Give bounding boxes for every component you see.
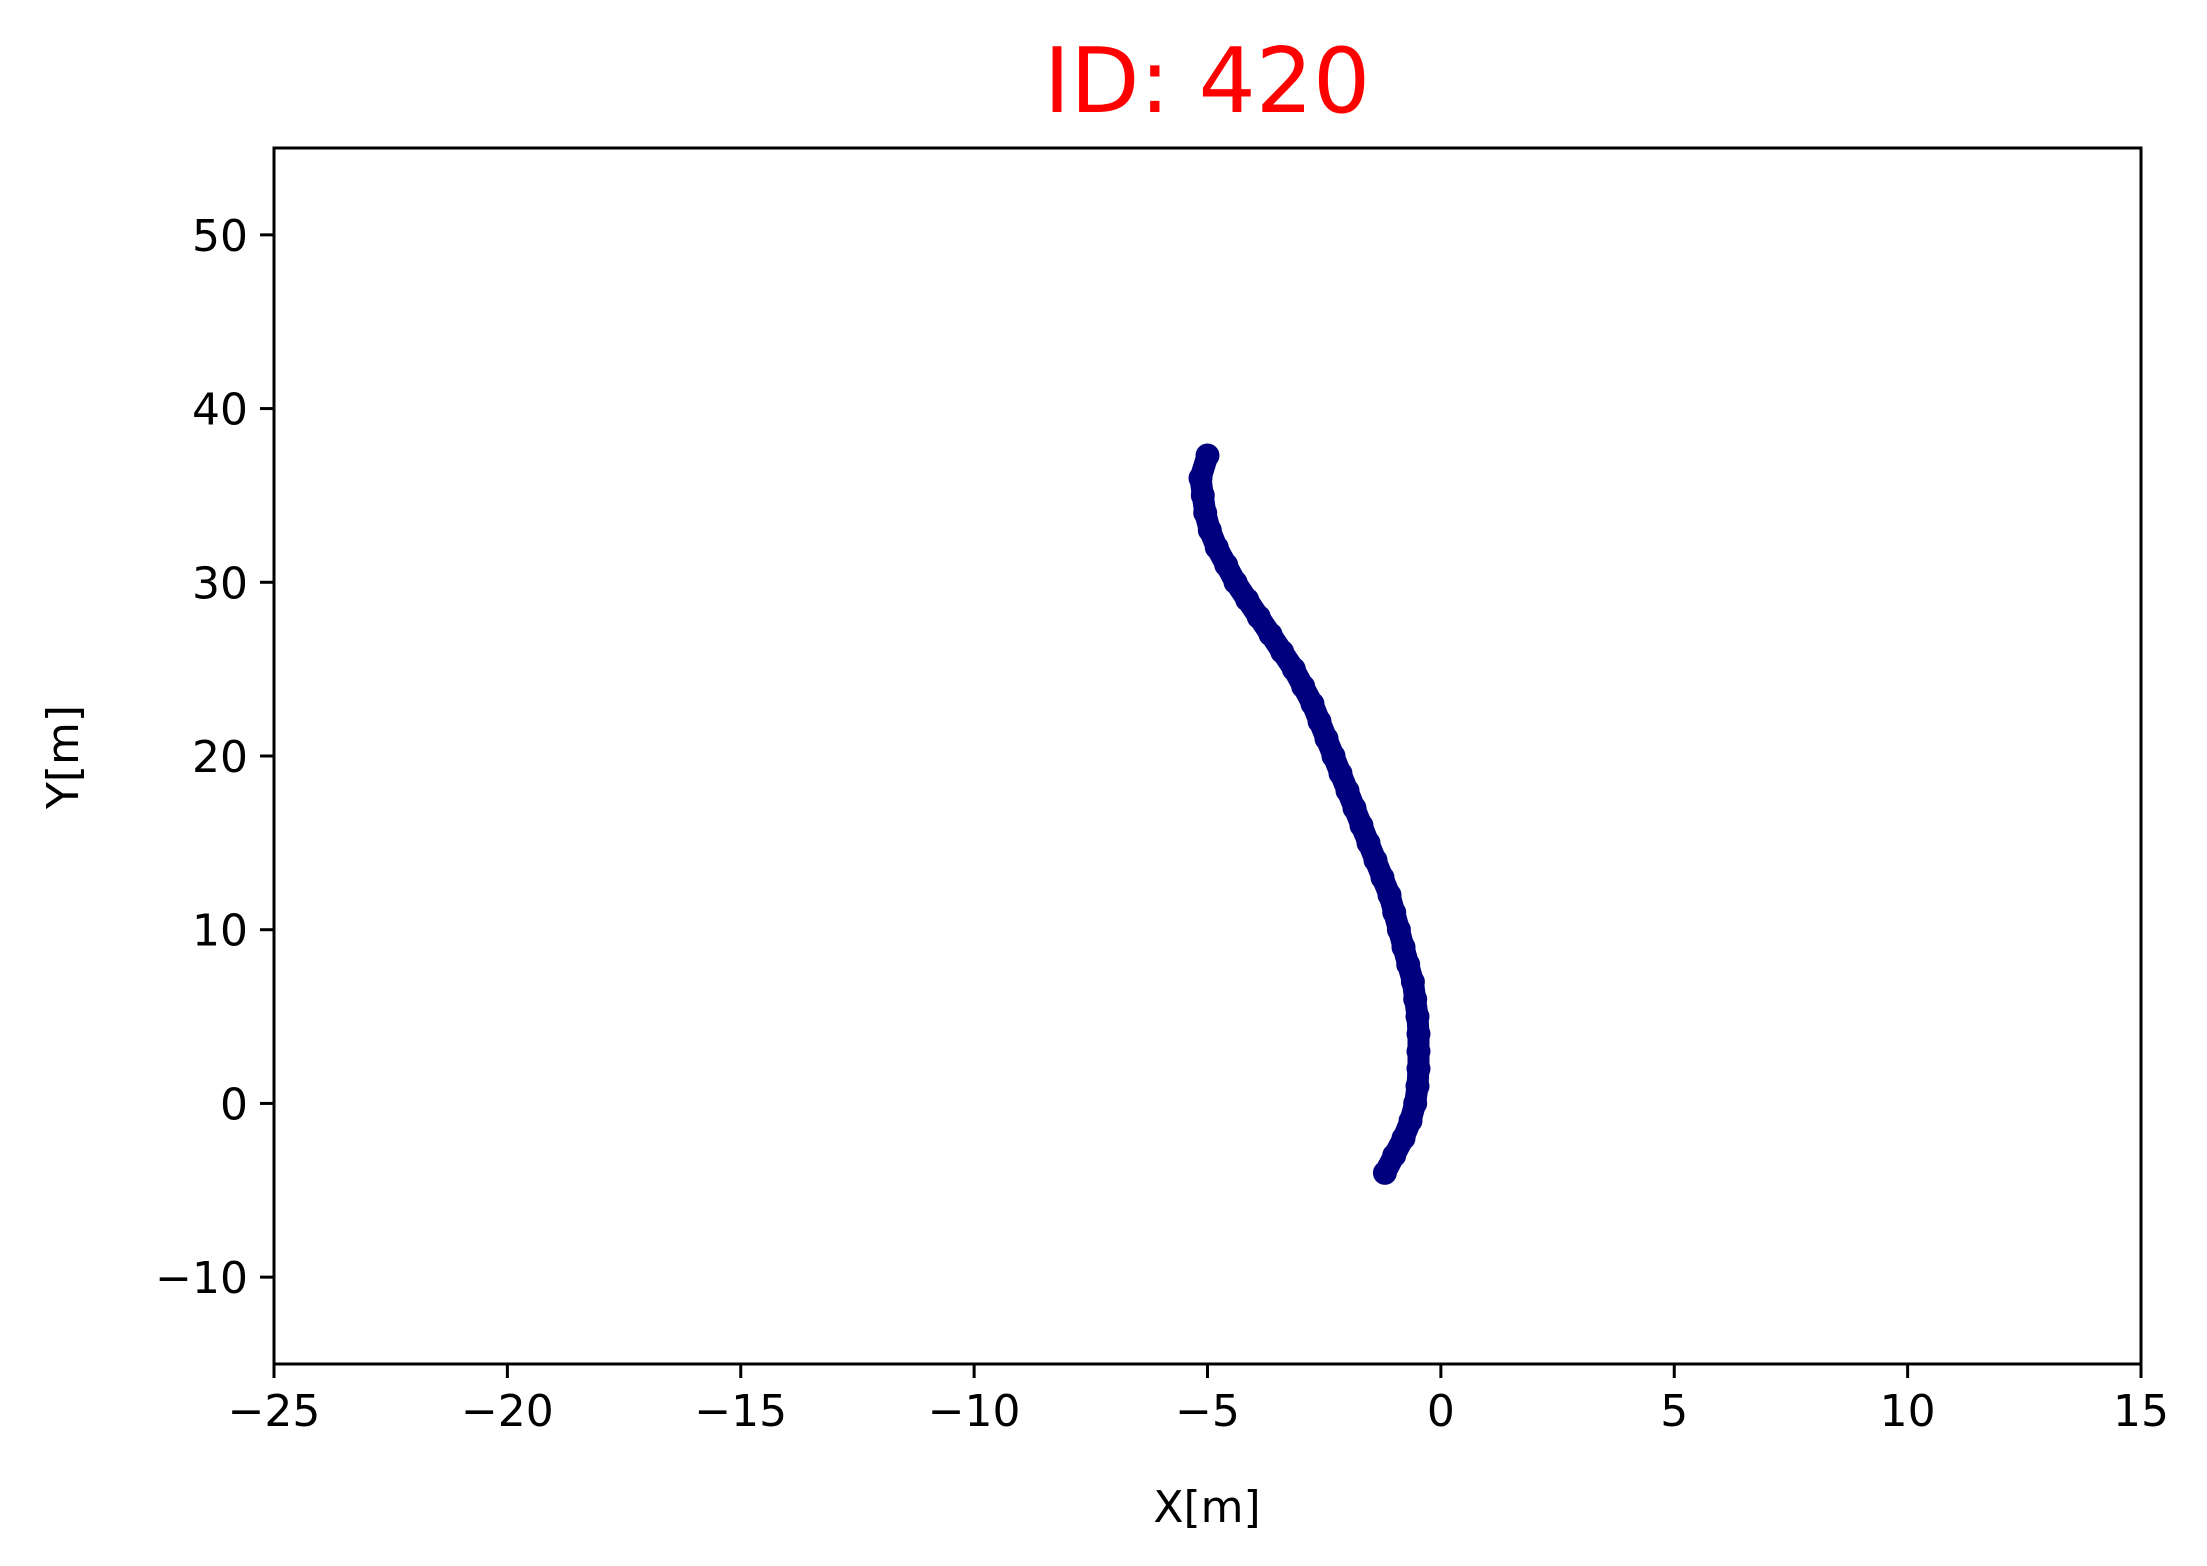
data-point — [1235, 587, 1260, 612]
data-point — [1270, 639, 1295, 664]
data-point — [1406, 1056, 1431, 1081]
x-tick-label: 0 — [1427, 1386, 1455, 1437]
plot-frame — [272, 146, 2143, 1366]
data-point — [1246, 605, 1271, 629]
x-tick-label: 5 — [1660, 1386, 1688, 1437]
series-layer — [1188, 443, 1431, 1185]
data-point — [1258, 622, 1283, 647]
x-tick-label: −10 — [928, 1386, 1021, 1437]
x-tick-label: −20 — [461, 1386, 554, 1437]
y-tick-label: 20 — [192, 732, 248, 783]
x-axis-ticks: −25 −20 −15 −10 −5 0 5 10 15 — [228, 1364, 2169, 1437]
y-axis-ticks: −10 0 10 20 30 40 50 — [155, 211, 274, 1304]
data-point — [1281, 657, 1306, 682]
x-axis-label: X[m] — [1153, 1482, 1260, 1533]
x-tick-label: −5 — [1175, 1386, 1240, 1437]
y-tick-label: 30 — [192, 558, 248, 609]
y-tick-label: 10 — [192, 906, 248, 957]
data-point — [1406, 1021, 1431, 1046]
x-tick-label: −15 — [694, 1386, 787, 1437]
y-axis-label: Y[m] — [38, 705, 89, 810]
x-tick-label: 15 — [2113, 1386, 2169, 1437]
plot-area — [274, 148, 2141, 1364]
y-tick-label: 0 — [220, 1079, 248, 1130]
data-point — [1405, 1074, 1430, 1099]
y-tick-label: −10 — [155, 1253, 248, 1304]
y-tick-label: 40 — [192, 385, 248, 436]
data-point — [1188, 466, 1213, 491]
y-tick-label: 50 — [192, 211, 248, 262]
chart-title: ID: 420 — [1044, 29, 1371, 134]
x-tick-label: 10 — [1880, 1386, 1936, 1437]
data-point — [1195, 443, 1220, 468]
x-tick-label: −25 — [228, 1386, 321, 1437]
data-point — [1406, 1039, 1431, 1064]
